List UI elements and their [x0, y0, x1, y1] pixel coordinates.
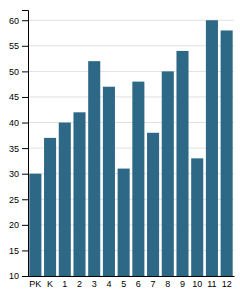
tick-label: PK — [29, 279, 41, 289]
tick-label: 20 — [9, 220, 19, 230]
tick-label: 45 — [9, 92, 19, 102]
tick: 1 — [62, 279, 67, 289]
tick-label: 50 — [9, 67, 19, 77]
tick: 6 — [136, 279, 141, 289]
plot: 1015202530354045505560PKK123456789101112 — [9, 11, 235, 290]
bar — [191, 158, 203, 276]
tick: 25 — [9, 195, 28, 205]
tick-mark — [22, 46, 28, 47]
tick: 4 — [106, 279, 111, 289]
tick: 2 — [77, 279, 82, 289]
bar — [103, 87, 115, 276]
bar — [132, 82, 144, 276]
tick-mark — [22, 97, 28, 98]
tick-mark — [22, 174, 28, 175]
tick-label: 1 — [62, 279, 67, 289]
chart-svg: 1015202530354045505560PKK123456789101112 — [0, 0, 240, 296]
tick-label: 7 — [151, 279, 156, 289]
bar — [206, 20, 218, 276]
tick-mark — [22, 276, 28, 277]
tick: 10 — [9, 271, 28, 281]
tick: 15 — [9, 246, 28, 256]
tick-mark — [22, 71, 28, 72]
tick: K — [47, 279, 53, 289]
tick: 45 — [9, 92, 28, 102]
tick-label: 12 — [222, 279, 232, 289]
tick-label: 25 — [9, 195, 19, 205]
tick: 10 — [192, 279, 202, 289]
axis-line — [22, 11, 29, 277]
tick-mark — [22, 250, 28, 251]
tick-label: 30 — [9, 169, 19, 179]
tick: 55 — [9, 41, 28, 51]
grid-line — [28, 45, 234, 46]
tick: 5 — [121, 279, 126, 289]
tick-label: 60 — [9, 16, 19, 26]
chart-container: 1015202530354045505560PKK123456789101112 — [0, 0, 240, 296]
bar — [176, 51, 188, 276]
tick: 8 — [165, 279, 170, 289]
tick-label: 55 — [9, 41, 19, 51]
bar — [73, 112, 85, 276]
x-axis: PKK123456789101112 — [29, 277, 235, 290]
tick-label: 3 — [92, 279, 97, 289]
tick-label: K — [47, 279, 53, 289]
tick-label: 5 — [121, 279, 126, 289]
tick: 9 — [180, 279, 185, 289]
tick: 30 — [9, 169, 28, 179]
bar — [162, 71, 174, 276]
tick: 3 — [92, 279, 97, 289]
tick-label: 10 — [192, 279, 202, 289]
tick: 50 — [9, 67, 28, 77]
bar — [44, 138, 56, 276]
tick: 40 — [9, 118, 28, 128]
tick: 7 — [151, 279, 156, 289]
tick-label: 6 — [136, 279, 141, 289]
tick: 60 — [9, 16, 28, 26]
bar — [29, 174, 41, 276]
tick-label: 2 — [77, 279, 82, 289]
tick-label: 40 — [9, 118, 19, 128]
grid-line — [28, 20, 234, 21]
tick-mark — [22, 199, 28, 200]
tick-mark — [22, 123, 28, 124]
tick-label: 35 — [9, 143, 19, 153]
tick-label: 9 — [180, 279, 185, 289]
tick: 35 — [9, 143, 28, 153]
tick-label: 15 — [9, 246, 19, 256]
bars — [29, 20, 232, 276]
y-axis: 10 15 20 25 30 35 40 45 50 55 60 — [9, 11, 29, 282]
tick-label: 8 — [165, 279, 170, 289]
tick: 11 — [207, 279, 216, 289]
tick-label: 11 — [207, 279, 216, 289]
bar — [147, 133, 159, 276]
tick: PK — [29, 279, 41, 289]
grid-line — [28, 96, 234, 97]
tick-label: 10 — [9, 271, 19, 281]
bar — [88, 61, 100, 276]
bar — [59, 123, 71, 276]
bar — [221, 30, 233, 276]
tick: 12 — [222, 279, 232, 289]
tick-label: 4 — [106, 279, 111, 289]
grid-line — [28, 71, 234, 72]
tick-mark — [22, 148, 28, 149]
tick-mark — [22, 225, 28, 226]
grid — [28, 20, 234, 276]
bar — [118, 169, 130, 276]
tick: 20 — [9, 220, 28, 230]
axis-line — [29, 276, 235, 277]
tick-mark — [22, 20, 28, 21]
